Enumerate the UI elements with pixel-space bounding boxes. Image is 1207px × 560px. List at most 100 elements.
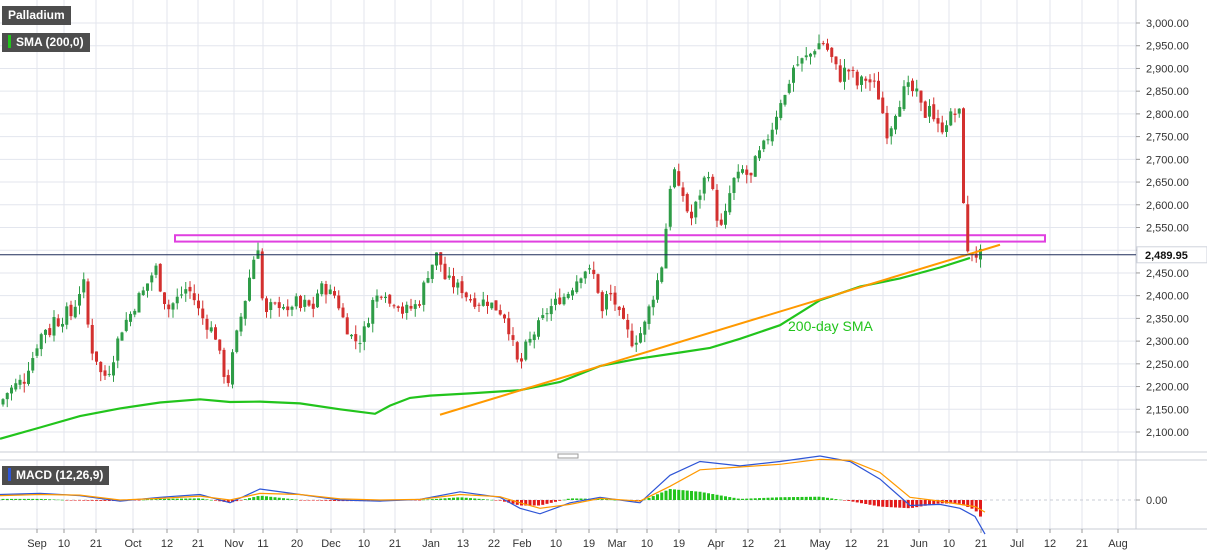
candle-body <box>239 316 243 332</box>
macd-hist-bar <box>107 500 111 501</box>
candle-body <box>333 291 336 296</box>
x-tick-label: 10 <box>58 538 70 550</box>
macd-hist-bar <box>180 498 183 500</box>
macd-hist-bar <box>507 500 511 503</box>
macd-hist-bar <box>252 497 256 500</box>
candle-body <box>146 283 149 291</box>
macd-hist-bar <box>192 498 196 500</box>
candle-body <box>881 97 885 114</box>
candle-body <box>613 292 617 305</box>
macd-hist-bar <box>647 497 651 500</box>
x-tick-label: Sep <box>27 538 47 550</box>
candle-body <box>167 304 171 310</box>
candle-body <box>163 292 166 305</box>
macd-hist-bar <box>490 499 494 501</box>
candle-body <box>388 294 392 304</box>
candle-body <box>528 338 532 343</box>
candle-body <box>452 276 455 288</box>
candle-body <box>562 296 566 305</box>
candle-body <box>197 300 200 309</box>
macd-hist-bar <box>52 499 56 500</box>
macd-hist-bar <box>10 498 13 500</box>
candle-body <box>838 65 842 82</box>
macd-hist-bar <box>855 500 859 503</box>
macd-hist-bar <box>775 497 778 500</box>
macd-hist-bar <box>218 500 222 502</box>
macd-hist-bar <box>681 490 685 500</box>
macd-hist-bar <box>575 498 579 500</box>
candle-body <box>137 293 141 313</box>
vertical-grid <box>36 0 1119 529</box>
candle-body <box>107 373 111 375</box>
candle-body <box>90 324 94 354</box>
candle-body <box>800 58 804 64</box>
macd-hist-bar <box>766 497 770 500</box>
candle-body <box>554 298 557 305</box>
candle-body <box>830 47 834 57</box>
candle-body <box>953 113 957 115</box>
candle-body <box>260 251 264 299</box>
candle-body <box>855 71 859 86</box>
macd-hist-bar <box>248 498 251 500</box>
macd-hist-bar <box>320 500 324 501</box>
macd-hist-bar <box>902 500 906 508</box>
macd-hist-bar <box>919 500 923 507</box>
candle-body <box>817 43 821 50</box>
candle-body <box>456 282 460 288</box>
candle-body <box>592 269 596 275</box>
candle-body <box>184 289 188 294</box>
candle-body <box>809 53 812 57</box>
candle-body <box>269 302 273 310</box>
x-tick-label: 19 <box>673 538 685 550</box>
macd-hist-bar <box>651 496 655 500</box>
y-tick-label: 2,250.00 <box>1146 359 1189 371</box>
macd-hist-bar <box>970 500 974 509</box>
macd-hist-bar <box>600 499 604 500</box>
candle-body <box>443 263 447 280</box>
candle-body <box>923 101 927 118</box>
y-tick-label: 2,800.00 <box>1146 109 1189 121</box>
macd-hist-bar <box>5 498 9 500</box>
macd-hist-bar <box>690 490 693 500</box>
candle-body <box>872 80 876 82</box>
macd-hist-bar <box>753 498 757 500</box>
macd-hist-bar <box>860 500 863 504</box>
candle-body <box>396 306 400 308</box>
macd-hist-bar <box>851 500 855 502</box>
candle-body <box>324 284 328 295</box>
macd-hist-bar <box>783 497 787 500</box>
candle-body <box>430 264 434 279</box>
candle-body <box>175 296 179 304</box>
candle-body <box>915 88 919 92</box>
candle-body <box>171 303 175 310</box>
last-price-label: 2,489.95 <box>1145 250 1188 262</box>
candle-body <box>95 351 98 362</box>
candle-body <box>69 304 73 317</box>
macd-hist-bar <box>78 500 81 501</box>
candle-body <box>821 43 825 45</box>
macd-hist-bar <box>830 498 834 500</box>
legend-instrument: Palladium <box>2 6 71 25</box>
candle-body <box>732 177 736 193</box>
macd-hist-bar <box>541 500 545 505</box>
macd-hist-bar <box>549 500 553 503</box>
x-tick-label: 21 <box>389 538 401 550</box>
candle-body <box>384 296 387 299</box>
candle-body <box>188 286 192 292</box>
candle-body <box>435 252 438 266</box>
macd-hist-bar <box>197 498 200 500</box>
macd-hist-bar <box>469 498 472 500</box>
x-tick-label: 21 <box>975 538 987 550</box>
macd-hist-bar <box>235 500 239 502</box>
candle-body <box>928 105 931 117</box>
candle-body <box>702 177 706 194</box>
candle-body <box>945 125 948 132</box>
macd-hist-bar <box>949 500 953 504</box>
candle-body <box>401 306 404 314</box>
candle-body <box>154 265 158 275</box>
candle-body <box>558 297 562 305</box>
x-tick-label: 21 <box>774 538 786 550</box>
macd-hist-bar <box>532 500 536 506</box>
candle-body <box>949 111 953 126</box>
candle-body <box>180 294 183 296</box>
